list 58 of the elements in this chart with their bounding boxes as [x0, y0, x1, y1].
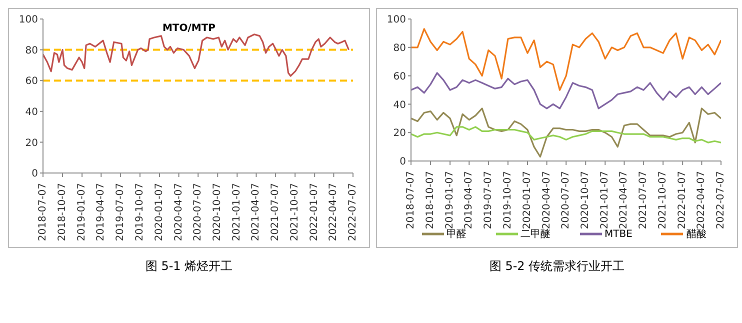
x-tick-label: 2020-10-07: [580, 171, 592, 230]
x-tick-label: 2022-01-07: [677, 171, 688, 230]
y-tick-label: 0: [32, 168, 38, 180]
x-tick-label: 2022-01-07: [309, 183, 320, 242]
x-tick-label: 2019-07-07: [114, 183, 126, 242]
x-tick-label: 2020-04-07: [173, 183, 184, 242]
x-tick-label: 2020-04-07: [541, 171, 552, 230]
y-tick-label: 80: [25, 45, 38, 56]
x-tick-label: 2022-04-07: [696, 171, 708, 230]
x-tick-label: 2018-07-07: [38, 183, 48, 242]
x-tick-label: 2021-01-07: [600, 171, 611, 230]
x-tick-label: 2020-01-07: [522, 171, 533, 230]
x-tick-label: 2020-01-07: [154, 183, 165, 242]
x-tick-label: 2019-01-07: [76, 183, 88, 242]
x-tick-label: 2022-07-07: [716, 171, 726, 230]
x-tick-label: 2020-07-07: [560, 171, 572, 230]
y-tick-label: 60: [393, 71, 406, 82]
x-tick-label: 2019-01-07: [444, 171, 456, 230]
y-tick-label: 100: [18, 14, 38, 26]
legend-label: MTBE: [604, 228, 632, 240]
legend-label: 二甲醚: [520, 228, 551, 241]
x-tick-label: 2021-07-07: [270, 183, 282, 242]
legend-label: 醋酸: [686, 228, 706, 241]
y-tick-label: 20: [25, 138, 38, 149]
y-tick-label: 40: [393, 100, 406, 111]
y-tick-label: 100: [386, 14, 406, 26]
chart-title: MTO/MTP: [162, 23, 216, 34]
y-tick-label: 60: [25, 76, 38, 88]
x-tick-label: 2019-10-07: [502, 171, 514, 230]
y-tick-label: 0: [400, 156, 406, 168]
x-tick-label: 2019-10-07: [134, 183, 146, 242]
y-tick-label: 40: [25, 106, 38, 118]
caption: 图 5-1 烯烃开工: [144, 258, 234, 275]
x-tick-label: 2021-10-07: [658, 171, 669, 230]
x-tick-label: 2021-04-07: [250, 183, 262, 242]
line-series: [43, 34, 350, 77]
x-tick-label: 2018-10-07: [425, 171, 436, 230]
line-series: [411, 126, 721, 144]
x-tick-label: 2022-07-07: [348, 183, 358, 242]
line-series: [411, 28, 721, 91]
x-tick-label: 2020-10-07: [212, 183, 224, 242]
x-tick-label: 2021-07-07: [638, 171, 650, 230]
y-tick-label: 20: [393, 128, 406, 140]
line-series: [411, 72, 721, 110]
x-tick-label: 2018-10-07: [57, 183, 68, 242]
x-tick-label: 2019-04-07: [96, 183, 107, 242]
x-tick-label: 2019-04-07: [464, 171, 475, 230]
x-tick-label: 2022-04-07: [328, 183, 340, 242]
x-tick-label: 2021-01-07: [232, 183, 243, 242]
x-tick-label: 2018-07-07: [406, 171, 416, 230]
line-series: [411, 108, 721, 158]
x-tick-label: 2019-07-07: [482, 171, 494, 230]
caption: 图 5-2 传统需求行业开工: [488, 258, 626, 275]
x-tick-label: 2021-10-07: [290, 183, 301, 242]
y-tick-label: 80: [393, 42, 406, 54]
x-tick-label: 2021-04-07: [618, 171, 630, 230]
x-tick-label: 2020-07-07: [192, 183, 204, 242]
legend-label: 甲醛: [446, 228, 466, 241]
